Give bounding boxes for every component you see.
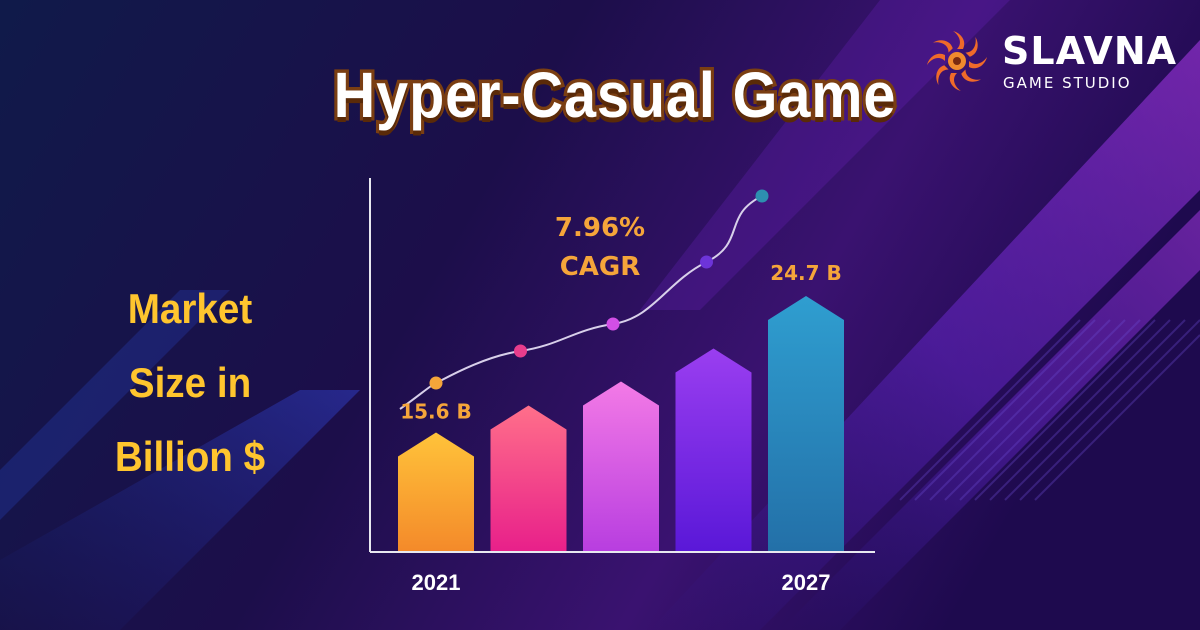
trend-point-3 — [606, 317, 620, 331]
page-title: Hyper-Casual Game — [330, 56, 898, 135]
x-tick-label-2027: 2027 — [782, 570, 831, 595]
bar-3 — [583, 381, 659, 551]
cagr-label: CAGR — [560, 252, 641, 282]
bar-5 — [768, 296, 844, 551]
y-axis-label-line-3: Billion $ — [114, 433, 266, 480]
brand-name: SLAVNA — [1002, 29, 1178, 73]
trend-point-5 — [755, 189, 769, 203]
data-label-last: 24.7 B — [770, 261, 842, 285]
y-axis-label-line-2: Size in — [128, 359, 252, 406]
y-axis-label: Market Size in Billion $ — [89, 272, 291, 494]
trend-point-4 — [700, 255, 713, 269]
sun-swirl-icon — [927, 31, 987, 91]
brand-subtitle: GAME STUDIO — [1003, 74, 1132, 92]
bar-1 — [398, 432, 474, 551]
bar-4 — [675, 348, 752, 551]
y-axis-label-line-1: Market — [127, 285, 253, 332]
x-tick-label-2021: 2021 — [412, 570, 461, 595]
brand-logo[interactable]: SLAVNA GAME STUDIO — [922, 26, 1182, 98]
trend-point-1 — [429, 376, 443, 390]
data-label-first: 15.6 B — [400, 400, 472, 424]
cagr-value: 7.96% — [555, 213, 645, 243]
trend-point-2 — [514, 344, 527, 358]
bar-2 — [490, 405, 567, 551]
